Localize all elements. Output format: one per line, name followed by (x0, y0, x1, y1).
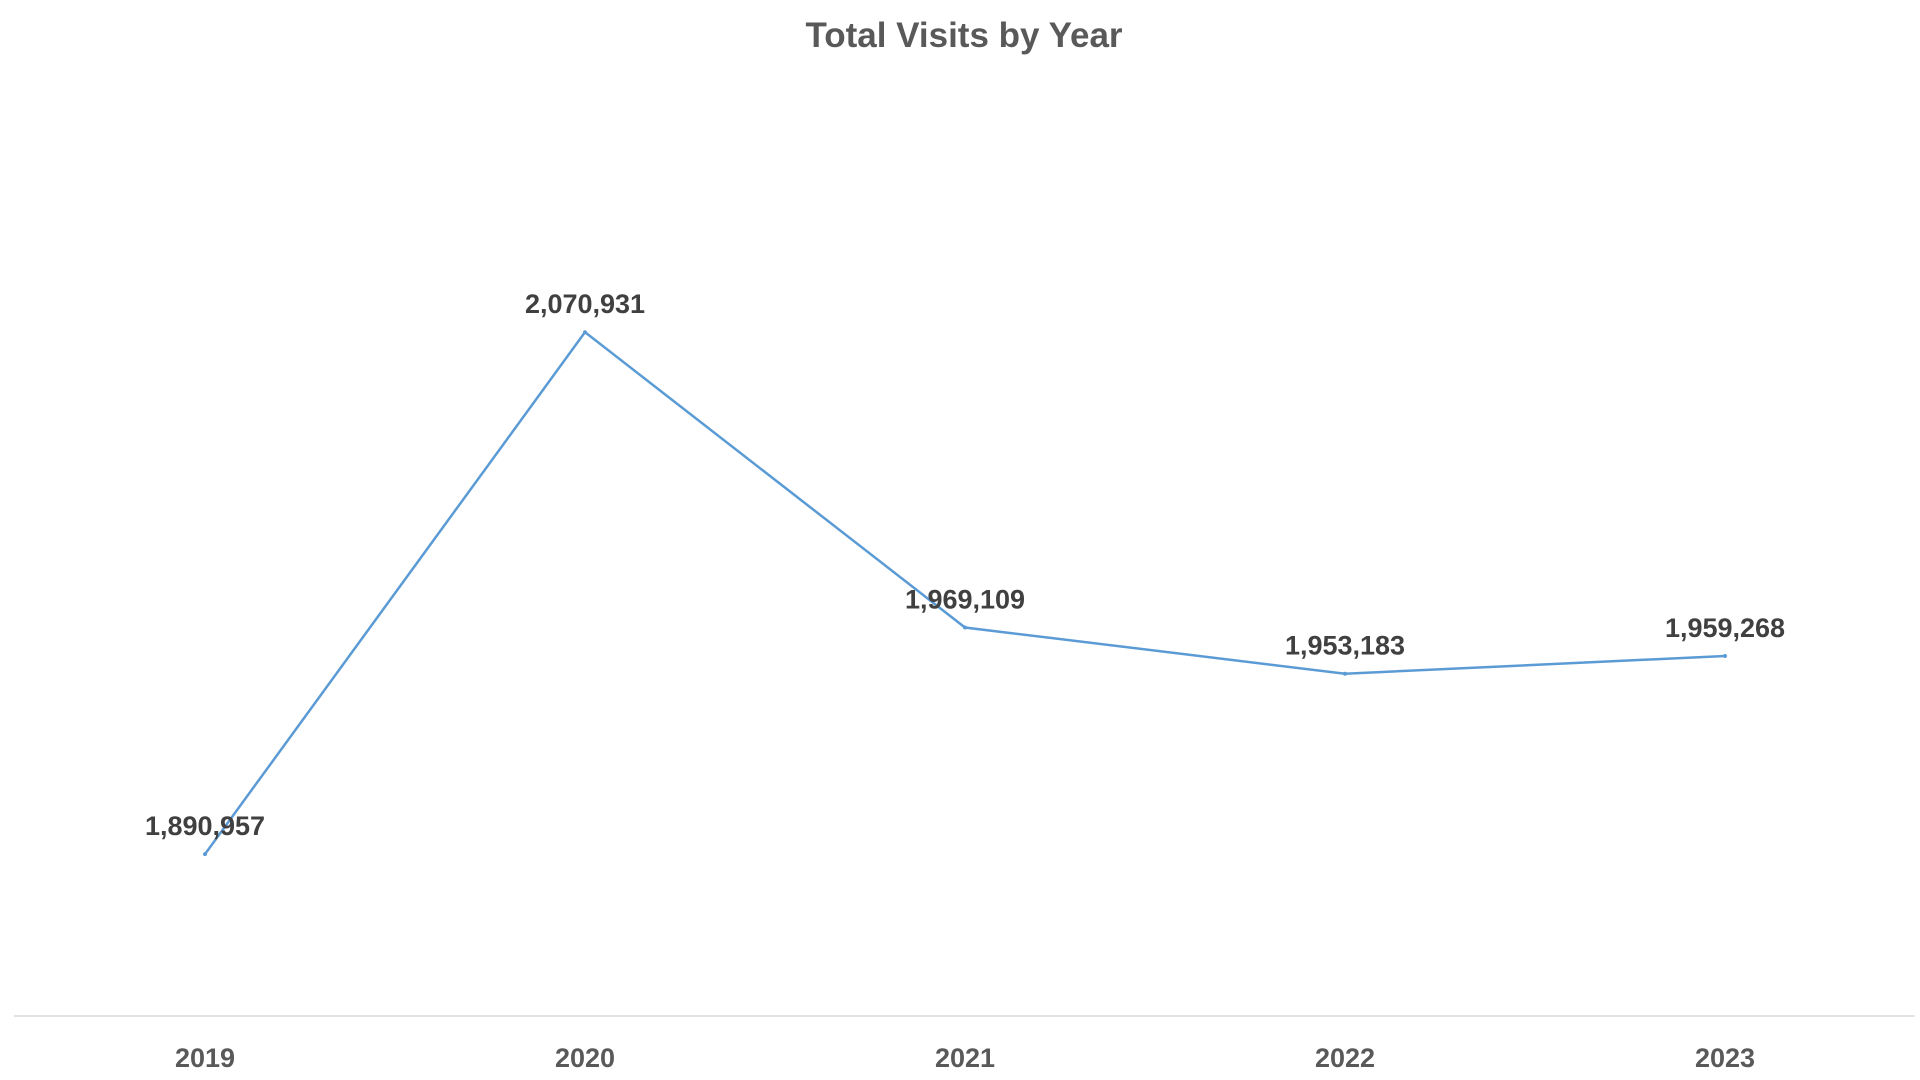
x-tick-label: 2023 (1695, 1043, 1755, 1073)
series-layer (203, 330, 1727, 857)
chart-title: Total Visits by Year (805, 16, 1122, 55)
data-point (583, 330, 587, 335)
data-labels: 1,890,957 2,070,931 1,969,109 1,953,183 1,95… (145, 289, 1785, 841)
x-tick-label: 2022 (1315, 1043, 1375, 1073)
data-label: 1,953,183 (1285, 631, 1405, 661)
data-point (203, 852, 207, 857)
data-point (963, 625, 967, 630)
data-point (1723, 654, 1727, 658)
x-tick-label: 2019 (175, 1043, 235, 1073)
data-point (1343, 671, 1347, 676)
data-label: 1,959,268 (1665, 613, 1785, 643)
x-axis-tick-labels: 2019 2020 2021 2022 2023 (175, 1043, 1755, 1073)
data-label: 1,969,109 (905, 585, 1025, 615)
data-label: 1,890,957 (145, 811, 265, 841)
x-tick-label: 2021 (935, 1043, 995, 1073)
data-label: 2,070,931 (525, 289, 645, 319)
x-tick-label: 2020 (555, 1043, 615, 1073)
